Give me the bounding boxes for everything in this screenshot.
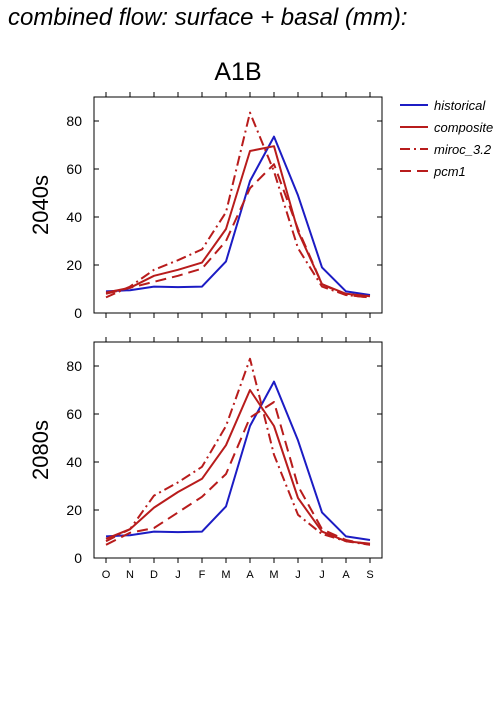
legend-label-pcm1: pcm1 [433,164,466,179]
x-tick-label: N [126,569,134,581]
chart-panel-2040s: 0 20 40 60 80 2040s [28,92,383,321]
series-line-miroc_3.2 [105,111,371,299]
x-tick-label: A [246,569,254,581]
series-line-composite [105,389,371,545]
x-tick-label: D [150,569,158,581]
y-tick-label: 60 [66,161,82,177]
x-tick-label: S [366,569,373,581]
series-line-pcm1 [105,401,371,546]
x-tick-label: J [175,569,181,581]
y-tick-label: 20 [66,257,82,273]
chart-panel-2080s: 0 20 40 60 80 O N D J F M A M J J A S 2080s [28,337,383,581]
y-tick-label: 80 [66,358,82,374]
page-title: combined flow: surface + basal (mm): [8,4,408,31]
x-tick-label: M [221,569,230,581]
legend-label-miroc_3.2: miroc_3.2 [434,142,492,157]
plot-frame [93,96,383,314]
y-tick-label: 0 [74,550,82,566]
x-tick-label: J [319,569,325,581]
panel-label: 2080s [28,420,53,480]
legend-label-historical: historical [434,98,486,113]
x-tick-label: O [102,569,111,581]
y-tick-label: 40 [66,454,82,470]
x-tick-label: F [199,569,206,581]
scenario-label: A1B [214,58,261,86]
y-tick-label: 40 [66,209,82,225]
y-tick-label: 80 [66,113,82,129]
x-tick-label: M [269,569,278,581]
x-tick-label: J [295,569,301,581]
series-line-historical [105,380,371,541]
y-tick-label: 0 [74,305,82,321]
x-tick-label: A [342,569,350,581]
series-line-historical [105,135,371,296]
series-line-pcm1 [105,163,371,299]
panel-label: 2040s [28,175,53,235]
series-line-miroc_3.2 [105,357,371,546]
plot-frame [93,341,383,559]
legend-label-composite: composite [434,120,493,135]
legend: historical composite miroc_3.2 pcm1 [400,98,493,179]
y-tick-label: 60 [66,406,82,422]
y-tick-label: 20 [66,502,82,518]
